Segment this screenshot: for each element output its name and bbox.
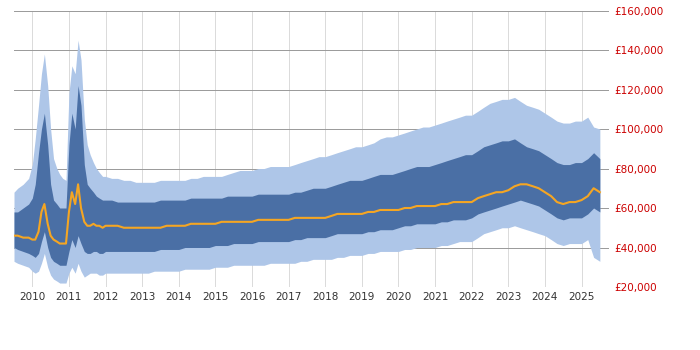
Legend: Median, 25th to 75th Percentile Range, 10th to 90th Percentile Range: Median, 25th to 75th Percentile Range, 1… (41, 346, 498, 350)
